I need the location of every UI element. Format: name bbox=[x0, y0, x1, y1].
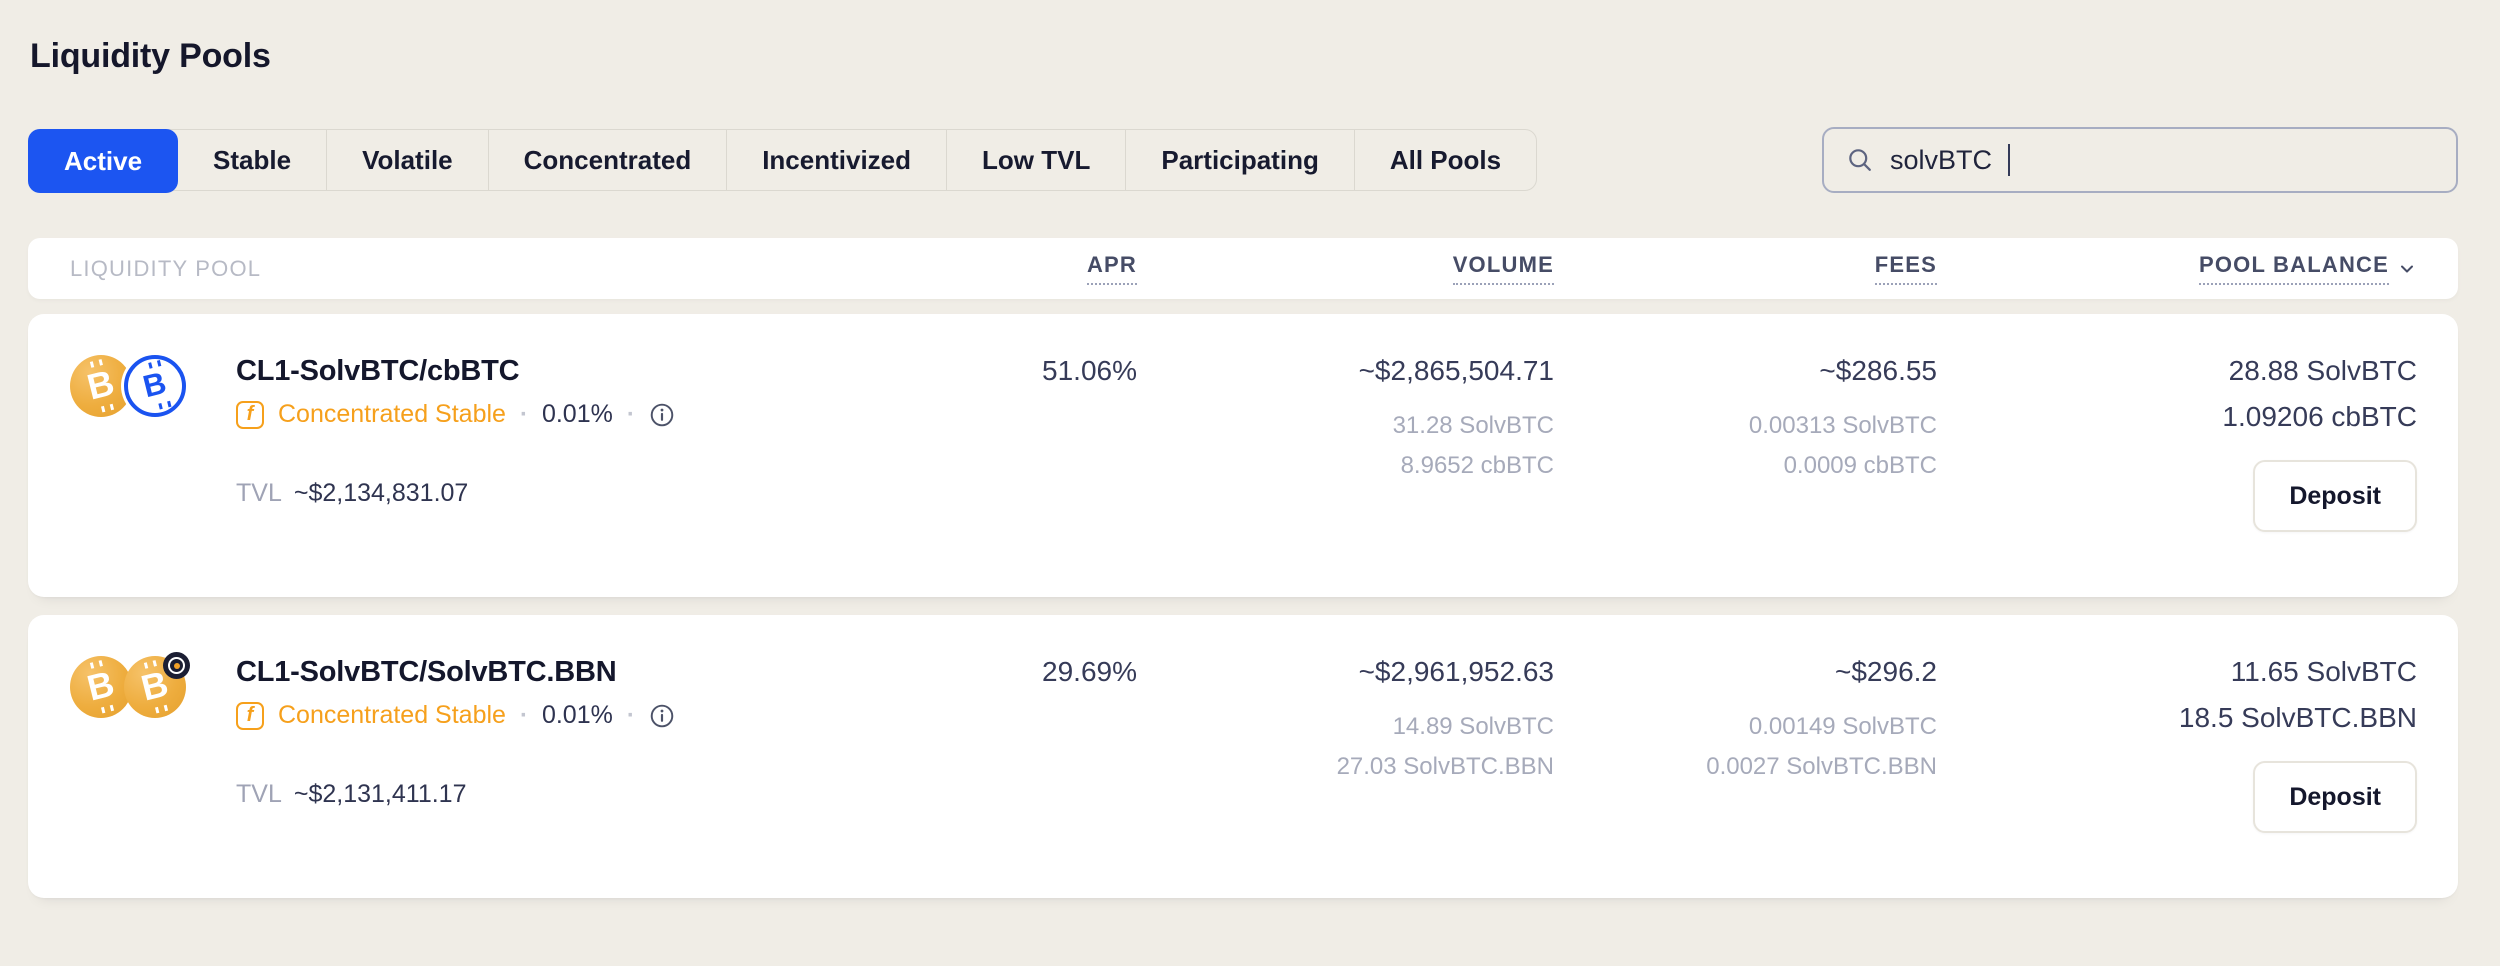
col-header-fees[interactable]: FEES bbox=[1554, 252, 1937, 285]
volume-cell: ~$2,961,952.63 14.89 SolvBTC 27.03 SolvB… bbox=[1137, 655, 1554, 862]
pool-row[interactable]: B B CL1-SolvBTC/cbBTC f Concentrated Sta… bbox=[28, 314, 2458, 597]
separator-dot: · bbox=[626, 400, 635, 428]
pool-balance-cell: 28.88 SolvBTC 1.09206 cbBTC Deposit bbox=[1937, 354, 2417, 561]
col-header-apr[interactable]: APR bbox=[872, 252, 1137, 285]
volume-token-0: 31.28 SolvBTC bbox=[1392, 412, 1554, 439]
fees-cell: ~$296.2 0.00149 SolvBTC 0.0027 SolvBTC.B… bbox=[1554, 655, 1937, 862]
search-value: solvBTC bbox=[1890, 144, 1993, 175]
solvbtc-token-icon: B bbox=[70, 355, 132, 417]
tab-participating[interactable]: Participating bbox=[1125, 130, 1353, 190]
formula-icon: f bbox=[236, 400, 264, 429]
tvl-label: TVL bbox=[236, 780, 282, 808]
tab-low-tvl[interactable]: Low TVL bbox=[946, 130, 1125, 190]
pool-balance-cell: 11.65 SolvBTC 18.5 SolvBTC.BBN Deposit bbox=[1937, 655, 2417, 862]
info-icon[interactable] bbox=[649, 402, 675, 428]
pool-filter-tabs: Active Stable Volatile Concentrated Ince… bbox=[28, 129, 1538, 193]
pool-type-label: Concentrated Stable bbox=[278, 400, 506, 428]
tab-active[interactable]: Active bbox=[28, 129, 179, 193]
fee-tier: 0.01% bbox=[541, 400, 613, 428]
volume-cell: ~$2,865,504.71 31.28 SolvBTC 8.9652 cbBT… bbox=[1137, 354, 1554, 561]
cbbtc-token-icon: B bbox=[124, 355, 186, 417]
pool-row[interactable]: B B CL1-SolvBTC/SolvBTC.BBN f Concentrat… bbox=[28, 615, 2458, 898]
separator-dot: · bbox=[519, 400, 528, 428]
search-icon bbox=[1849, 149, 1871, 171]
apr-cell: 51.06% bbox=[872, 354, 1137, 561]
separator-dot: · bbox=[626, 701, 635, 729]
col-header-liquidity-pool: LIQUIDITY POOL bbox=[70, 255, 262, 281]
tvl-label: TVL bbox=[236, 479, 282, 507]
volume-usd: ~$2,865,504.71 bbox=[1358, 355, 1554, 386]
volume-token-0: 14.89 SolvBTC bbox=[1392, 713, 1554, 740]
pool-info-cell: B B CL1-SolvBTC/SolvBTC.BBN f Concentrat… bbox=[28, 652, 872, 862]
text-cursor bbox=[2008, 144, 2011, 176]
tvl-value: ~$2,134,831.07 bbox=[293, 479, 469, 507]
babylon-badge-icon bbox=[163, 652, 190, 679]
table-header: LIQUIDITY POOL APR VOLUME FEES POOL BALA… bbox=[28, 238, 2458, 299]
info-icon[interactable] bbox=[649, 703, 675, 729]
page-title: Liquidity Pools bbox=[30, 37, 271, 75]
balance-token-0: 28.88 SolvBTC bbox=[2228, 355, 2417, 386]
tab-volatile[interactable]: Volatile bbox=[326, 130, 488, 190]
search-input[interactable]: solvBTC bbox=[1822, 127, 2458, 193]
fees-usd: ~$296.2 bbox=[1835, 656, 1937, 687]
chevron-down-icon bbox=[2401, 265, 2413, 272]
pool-type-label: Concentrated Stable bbox=[278, 701, 506, 729]
volume-token-1: 8.9652 cbBTC bbox=[1400, 452, 1554, 479]
deposit-button[interactable]: Deposit bbox=[2253, 460, 2417, 532]
fee-tier: 0.01% bbox=[541, 701, 613, 729]
fees-token-0: 0.00313 SolvBTC bbox=[1748, 412, 1937, 439]
pool-name: CL1-SolvBTC/cbBTC bbox=[236, 355, 520, 387]
token-pair-icons: B B bbox=[70, 355, 186, 417]
volume-token-1: 27.03 SolvBTC.BBN bbox=[1336, 753, 1554, 780]
solvbtc-bbn-token-icon: B bbox=[124, 652, 190, 718]
tab-stable[interactable]: Stable bbox=[178, 130, 326, 190]
col-header-pool-balance[interactable]: POOL BALANCE bbox=[1937, 252, 2417, 285]
fees-cell: ~$286.55 0.00313 SolvBTC 0.0009 cbBTC bbox=[1554, 354, 1937, 561]
balance-token-1: 18.5 SolvBTC.BBN bbox=[2178, 702, 2417, 733]
fees-usd: ~$286.55 bbox=[1819, 355, 1937, 386]
apr-value: 51.06% bbox=[1042, 355, 1137, 386]
fees-token-0: 0.00149 SolvBTC bbox=[1748, 713, 1937, 740]
fees-token-1: 0.0027 SolvBTC.BBN bbox=[1706, 753, 1937, 780]
token-pair-icons: B B bbox=[70, 652, 190, 718]
tab-all-pools[interactable]: All Pools bbox=[1353, 130, 1536, 190]
pool-info-cell: B B CL1-SolvBTC/cbBTC f Concentrated Sta… bbox=[28, 354, 872, 561]
fees-token-1: 0.0009 cbBTC bbox=[1783, 452, 1937, 479]
pool-name: CL1-SolvBTC/SolvBTC.BBN bbox=[236, 656, 617, 688]
tab-incentivized[interactable]: Incentivized bbox=[726, 130, 946, 190]
balance-token-1: 1.09206 cbBTC bbox=[2222, 401, 2417, 432]
col-header-volume[interactable]: VOLUME bbox=[1137, 252, 1554, 285]
separator-dot: · bbox=[519, 701, 528, 729]
tvl-value: ~$2,131,411.17 bbox=[293, 780, 467, 808]
deposit-button[interactable]: Deposit bbox=[2253, 761, 2417, 833]
tab-concentrated[interactable]: Concentrated bbox=[487, 130, 727, 190]
balance-token-0: 11.65 SolvBTC bbox=[2230, 656, 2417, 687]
formula-icon: f bbox=[236, 701, 264, 730]
apr-value: 29.69% bbox=[1042, 656, 1137, 687]
volume-usd: ~$2,961,952.63 bbox=[1358, 656, 1554, 687]
apr-cell: 29.69% bbox=[872, 655, 1137, 862]
toolbar: Active Stable Volatile Concentrated Ince… bbox=[28, 127, 2458, 193]
